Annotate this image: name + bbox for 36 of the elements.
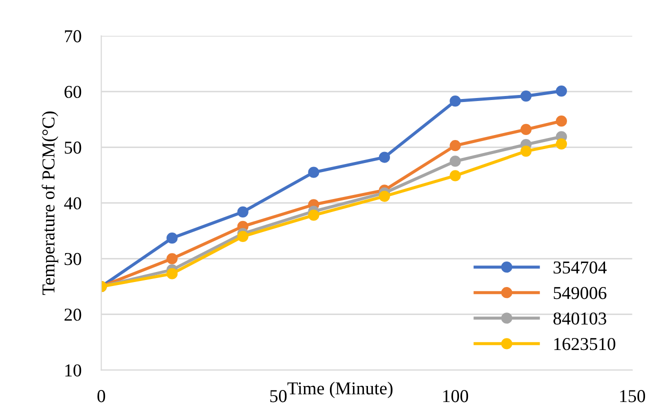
legend-label: 840103 <box>553 312 606 325</box>
x-tick-label: 0 <box>97 390 106 402</box>
x-tick-label: 150 <box>620 390 646 402</box>
y-tick-label: 10 <box>65 364 82 376</box>
point <box>520 124 532 136</box>
point <box>450 140 461 152</box>
legend-label: 549006 <box>554 286 606 300</box>
x-tick-label: 50 <box>270 390 287 402</box>
y-tick-label: 70 <box>64 30 82 42</box>
legend-label: 354704 <box>554 261 607 274</box>
point <box>556 138 567 150</box>
y-tick-label: 40 <box>64 197 82 210</box>
point <box>450 170 461 182</box>
y-tick-label: 20 <box>64 308 82 321</box>
point <box>308 166 320 178</box>
x-tick-label: 100 <box>443 390 468 402</box>
y-tick-label: 50 <box>64 142 82 154</box>
point <box>378 152 390 163</box>
point <box>166 268 178 280</box>
point <box>308 210 320 221</box>
point <box>520 90 532 102</box>
point <box>166 253 178 264</box>
y-tick-label: 30 <box>64 252 82 266</box>
point <box>166 232 178 244</box>
point <box>237 206 248 218</box>
legend-label: 1623510 <box>554 338 616 350</box>
point <box>450 96 461 107</box>
point <box>556 85 567 97</box>
point <box>450 156 461 167</box>
point <box>237 230 248 242</box>
y-tick-label: 60 <box>64 86 82 98</box>
point <box>378 190 390 202</box>
y-axis-title: Temperature of PCM(°C) <box>42 112 58 295</box>
x-axis-title: Time (Minute) <box>287 382 392 398</box>
point <box>520 146 532 157</box>
point <box>556 116 567 127</box>
